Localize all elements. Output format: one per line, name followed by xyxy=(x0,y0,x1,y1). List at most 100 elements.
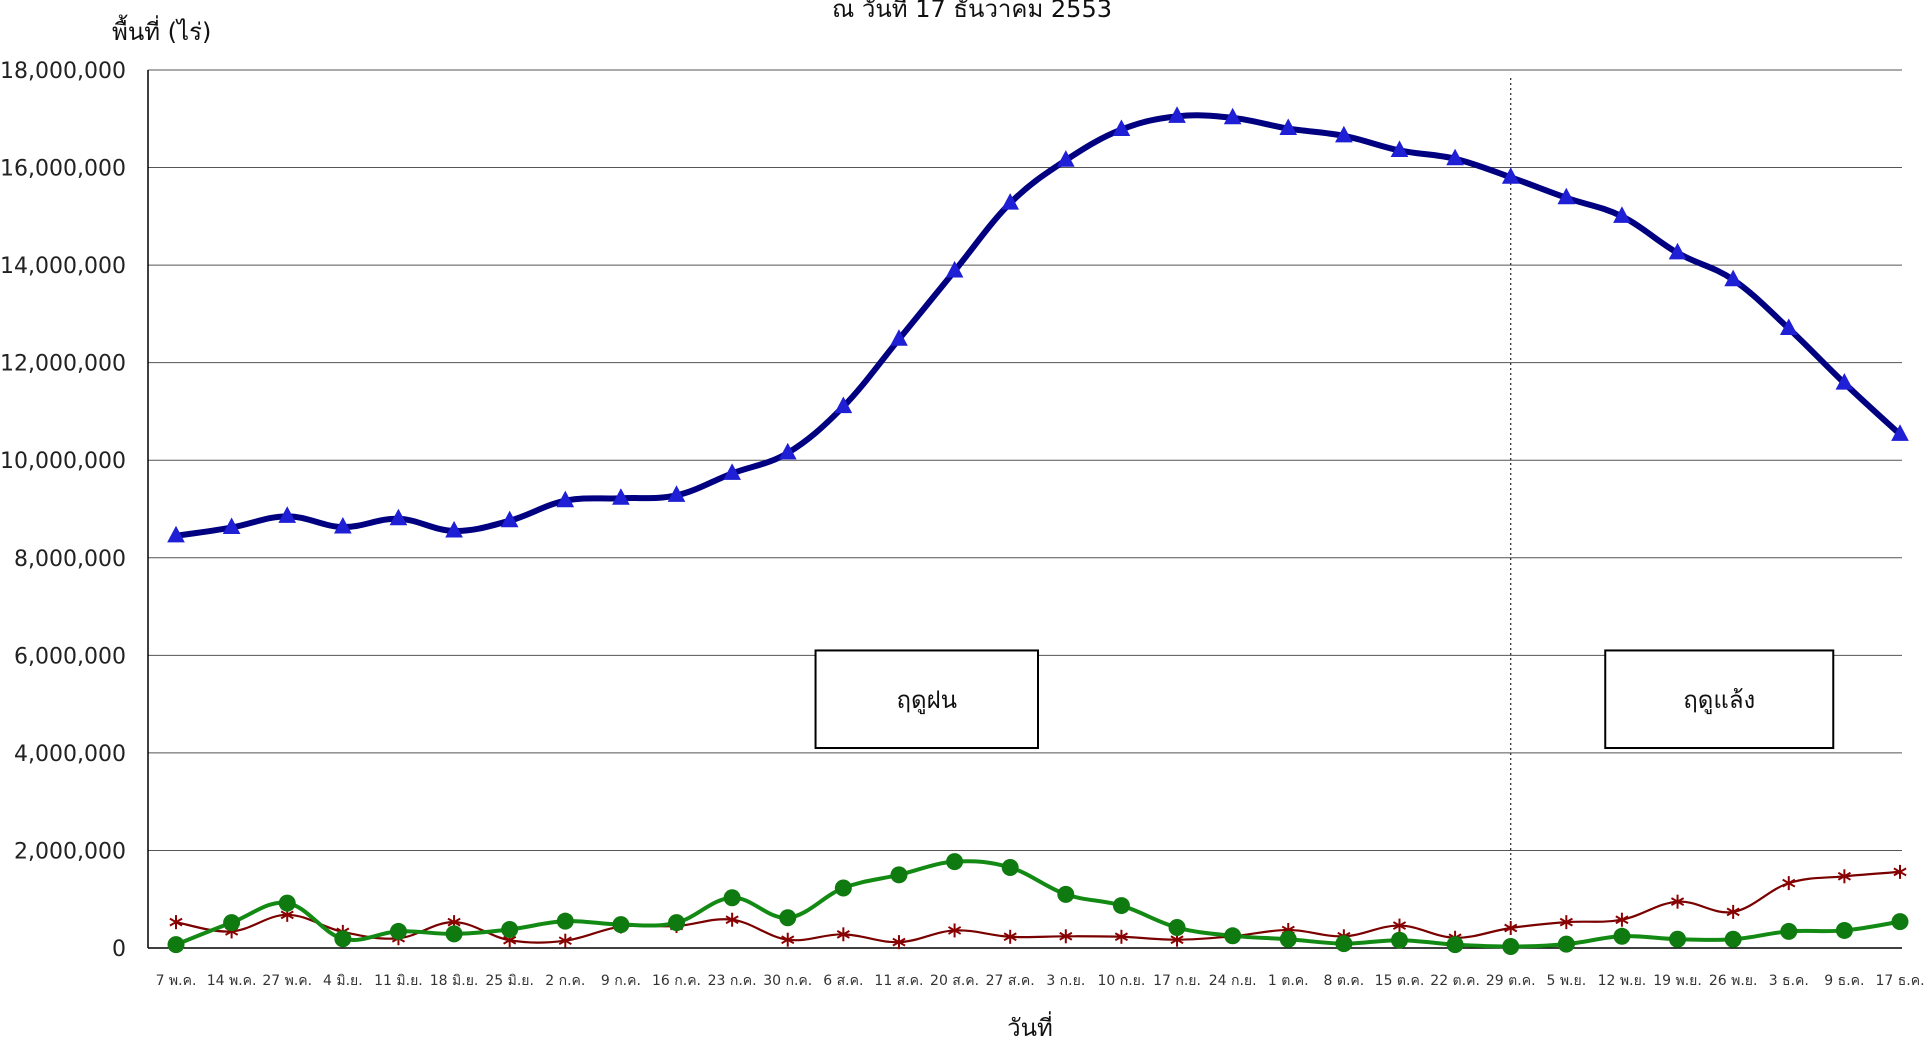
data-point-circle xyxy=(1669,930,1687,948)
x-tick-label: 22 ต.ค. xyxy=(1430,973,1480,989)
grid-lines xyxy=(148,69,1902,949)
season-box xyxy=(814,649,1040,750)
x-tick-label: 7 พ.ค. xyxy=(156,973,197,989)
data-point-circle xyxy=(612,916,630,934)
data-point-circle xyxy=(167,936,185,954)
x-tick-label: 6 ส.ค. xyxy=(823,973,863,989)
series-group xyxy=(167,106,1909,956)
x-tick-label: 24 ก.ย. xyxy=(1209,973,1257,989)
data-point-star xyxy=(1615,912,1629,927)
x-tick-label: 14 พ.ค. xyxy=(207,973,257,989)
x-axis-title: วันที่ xyxy=(1007,1011,1053,1042)
data-point-circle xyxy=(1613,927,1631,945)
data-point-triangle xyxy=(1891,424,1909,441)
data-point-circle xyxy=(1724,930,1742,948)
data-point-circle xyxy=(779,909,797,927)
data-point-circle xyxy=(1057,885,1075,903)
x-tick-label: 27 พ.ค. xyxy=(262,973,312,989)
data-point-circle xyxy=(278,894,296,912)
data-point-triangle xyxy=(1557,187,1576,205)
data-point-triangle xyxy=(1335,125,1353,143)
series-line xyxy=(173,112,1903,539)
x-tick-label: 11 ส.ค. xyxy=(874,973,923,989)
data-point-circle xyxy=(501,920,519,938)
data-point-star xyxy=(781,932,795,947)
x-tick-label: 15 ต.ค. xyxy=(1375,973,1425,989)
series-line xyxy=(174,859,1902,949)
data-point-triangle xyxy=(667,485,686,502)
x-tick-label: 3 ธ.ค. xyxy=(1769,973,1809,989)
data-point-triangle xyxy=(389,508,408,526)
data-point-triangle xyxy=(1779,318,1798,336)
x-tick-label: 3 ก.ย. xyxy=(1046,973,1085,989)
y-axis-ticks: 0 2,000,000 4,000,000 6,000,000 8,000,000 10,… xyxy=(0,59,126,962)
y-tick-label: 4,000,000 xyxy=(14,742,126,767)
x-tick-label: 1 ต.ค. xyxy=(1268,973,1309,989)
data-point-star xyxy=(1893,864,1907,879)
data-point-triangle xyxy=(1613,206,1631,223)
data-point-circle xyxy=(556,912,574,930)
x-tick-label: 25 มิ.ย. xyxy=(485,973,534,989)
y-tick-label: 12,000,000 xyxy=(0,352,126,377)
data-point-star xyxy=(1392,918,1407,933)
x-tick-label: 4 มิ.ย. xyxy=(323,973,363,989)
data-point-circle xyxy=(1891,913,1909,931)
y-tick-label: 2,000,000 xyxy=(14,839,126,864)
data-point-circle xyxy=(723,889,741,907)
x-tick-label: 18 มิ.ย. xyxy=(430,973,479,989)
data-point-circle xyxy=(1557,935,1575,953)
season-label: ฤดูฝน xyxy=(896,686,957,715)
data-point-star xyxy=(836,927,850,942)
data-point-circle xyxy=(1168,919,1186,937)
data-point-circle xyxy=(1279,930,1297,948)
data-point-triangle xyxy=(1446,148,1464,166)
series-circle xyxy=(167,853,1909,956)
data-point-triangle xyxy=(1112,119,1131,137)
x-tick-label: 12 พ.ย. xyxy=(1598,973,1647,989)
x-tick-label: 5 พ.ย. xyxy=(1546,973,1586,989)
data-point-triangle xyxy=(612,488,630,505)
data-point-triangle xyxy=(1168,106,1186,123)
season-annotations: ฤดูฝน ฤดูแล้ง xyxy=(814,649,1835,750)
season-box xyxy=(1604,649,1835,750)
y-tick-label: 14,000,000 xyxy=(0,254,126,279)
x-tick-label: 26 พ.ย. xyxy=(1709,973,1758,989)
data-point-triangle xyxy=(500,510,519,528)
data-point-circle xyxy=(1112,897,1130,915)
y-tick-label: 18,000,000 xyxy=(0,59,126,84)
data-point-triangle xyxy=(167,525,185,543)
data-point-triangle xyxy=(1501,167,1520,184)
season-label: ฤดูแล้ง xyxy=(1683,686,1755,715)
data-point-triangle xyxy=(1668,242,1687,260)
data-point-circle xyxy=(834,879,852,897)
data-point-triangle xyxy=(723,463,741,480)
x-axis-ticks: 7 พ.ค. 14 พ.ค. 27 พ.ค. 4 มิ.ย. 11 มิ.ย. 18 มิ… xyxy=(156,973,1924,989)
data-point-triangle xyxy=(334,516,352,534)
data-point-triangle xyxy=(278,506,297,523)
data-point-triangle xyxy=(1001,193,1020,210)
data-point-triangle xyxy=(222,517,241,535)
x-tick-label: 8 ต.ค. xyxy=(1324,973,1365,989)
data-point-star xyxy=(558,933,572,948)
data-point-triangle xyxy=(1223,107,1242,125)
data-point-circle xyxy=(1446,936,1464,954)
x-tick-label: 27 ส.ค. xyxy=(986,973,1035,989)
data-point-star xyxy=(1504,921,1518,936)
data-point-star xyxy=(1003,929,1017,944)
y-axis-title: พื้นที่ (ไร่) xyxy=(112,14,211,46)
data-point-circle xyxy=(1224,927,1242,945)
data-point-star xyxy=(1837,869,1851,884)
data-point-star xyxy=(1726,904,1740,919)
data-point-circle xyxy=(334,930,352,948)
x-tick-label: 10 ก.ย. xyxy=(1097,973,1145,989)
chart-title: ณ วันที่ 17 ธันวาคม 2553 xyxy=(832,0,1112,23)
data-point-triangle xyxy=(1835,373,1854,390)
data-point-triangle xyxy=(1724,269,1742,287)
data-point-circle xyxy=(223,914,241,932)
data-point-circle xyxy=(389,922,407,940)
data-point-triangle xyxy=(945,260,964,278)
data-point-triangle xyxy=(1056,150,1075,167)
y-tick-label: 0 xyxy=(112,937,126,962)
data-point-star xyxy=(1059,929,1073,944)
